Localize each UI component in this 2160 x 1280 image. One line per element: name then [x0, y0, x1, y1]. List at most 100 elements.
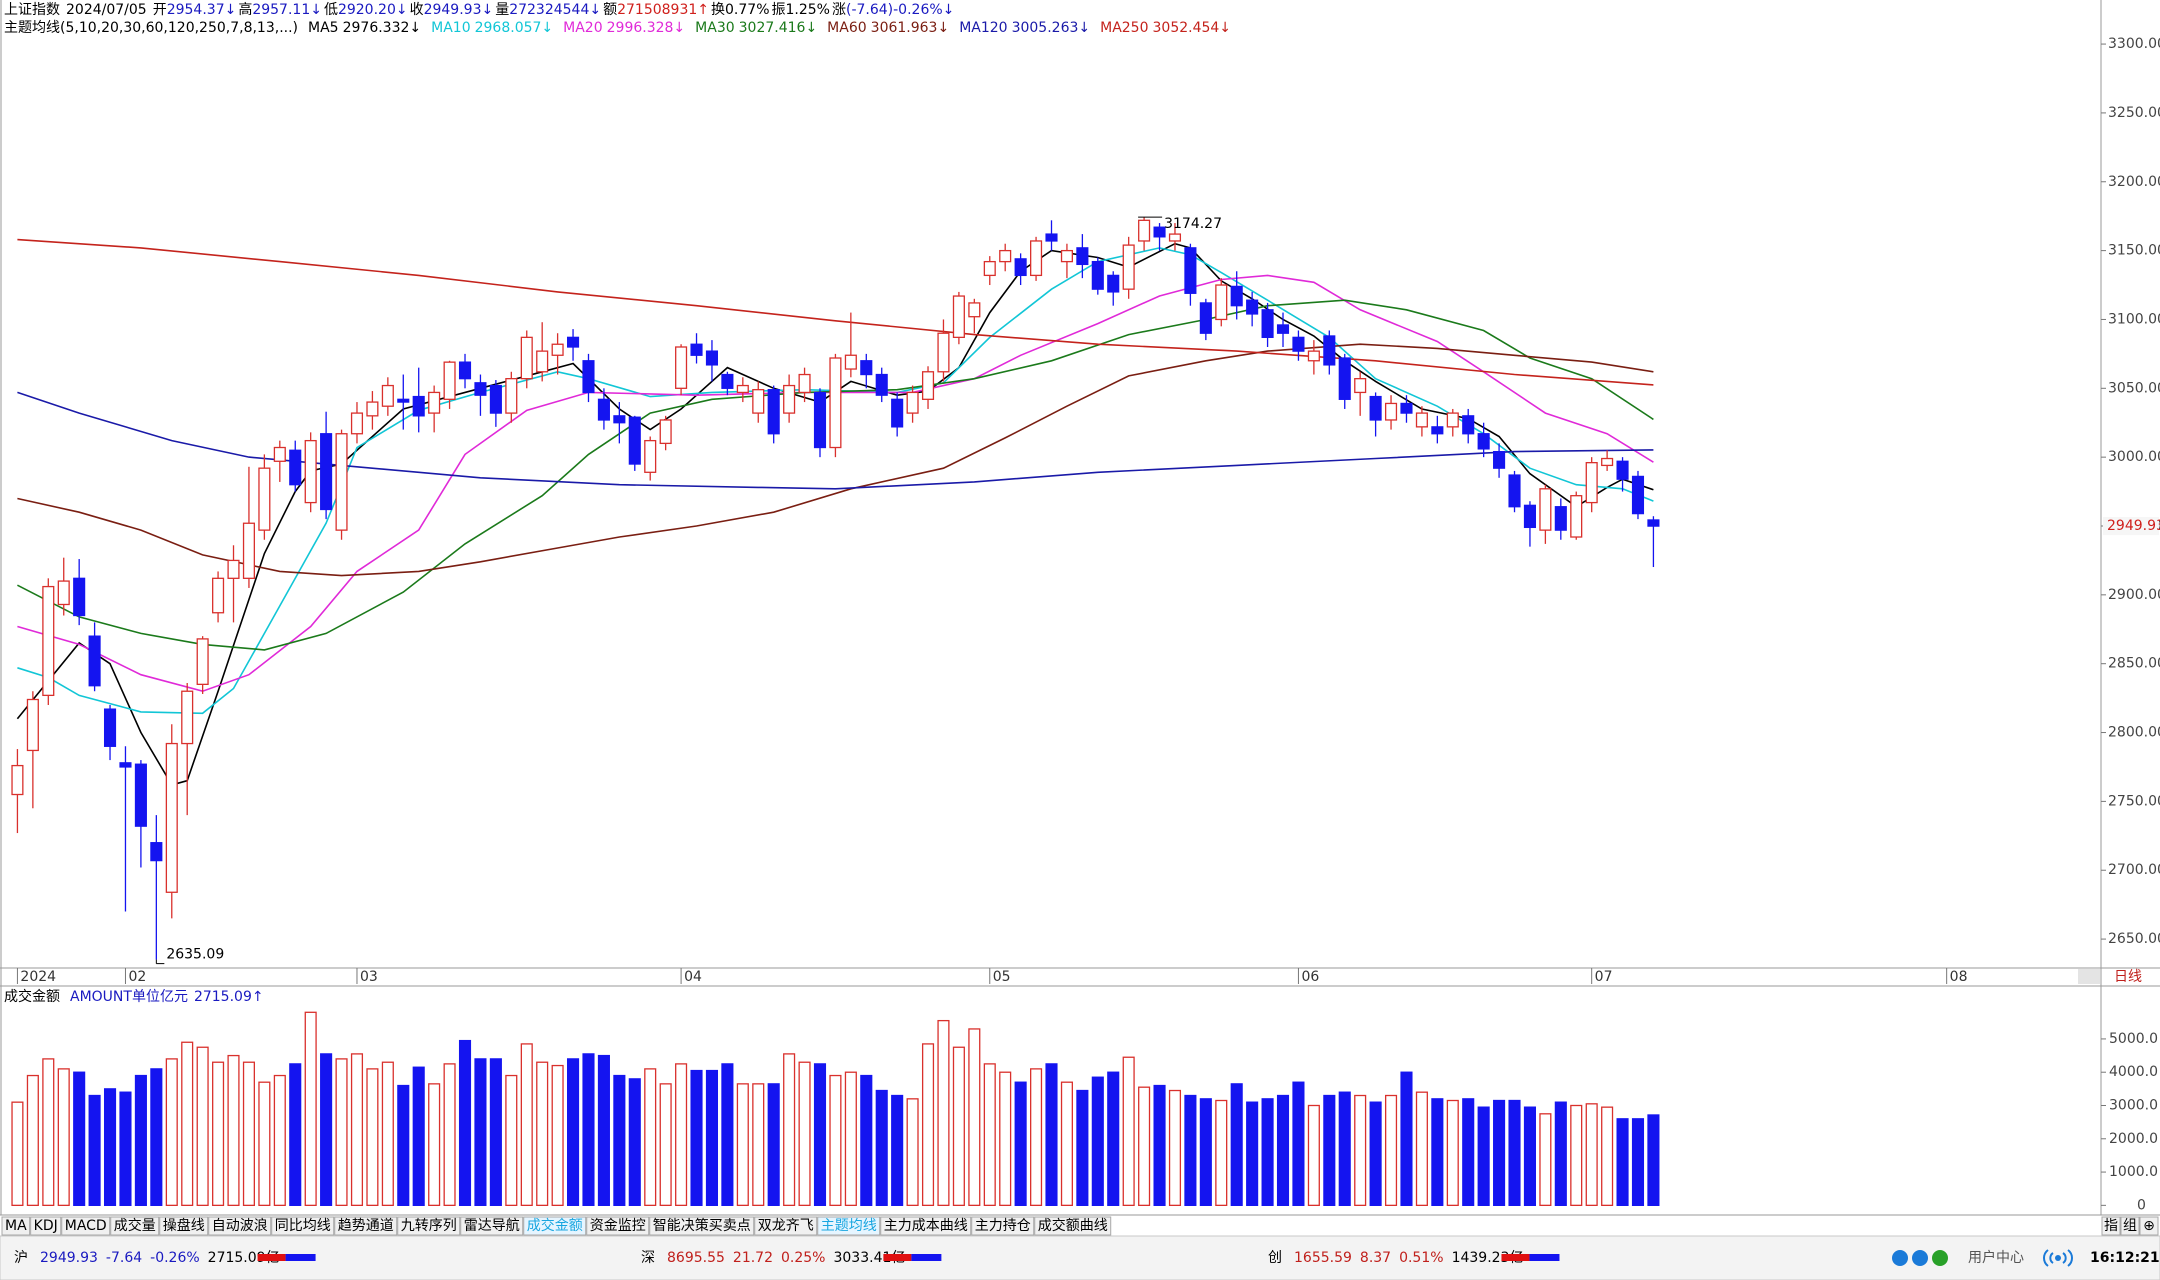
candle-body: [1276, 324, 1290, 334]
tab[interactable]: [460, 1216, 524, 1236]
tab-label[interactable]: 智能决策买卖点: [653, 1217, 751, 1234]
legend-value: 2968.057↓: [475, 20, 554, 36]
tab-label[interactable]: 自动波浪: [212, 1218, 268, 1234]
tab-label[interactable]: KDJ: [34, 1218, 58, 1234]
volume-bar: [829, 1074, 842, 1206]
volume-bar: [304, 1011, 317, 1206]
volume-tick-label: 0: [2137, 1197, 2146, 1213]
volume-bar: [1477, 1106, 1490, 1206]
candle-body: [767, 389, 780, 435]
tab-label[interactable]: 主题均线: [821, 1218, 877, 1234]
tab-label[interactable]: 成交额曲线: [1038, 1217, 1108, 1234]
status-icon[interactable]: [1932, 1250, 1948, 1266]
volume-bar: [474, 1058, 487, 1206]
ma-title: 主题均线(5,10,20,30,60,120,250,7,8,13,...): [4, 20, 298, 36]
tab[interactable]: [159, 1216, 209, 1236]
quote-value: 2920.20↓: [338, 2, 408, 18]
market-change: 21.72: [733, 1250, 773, 1266]
tab[interactable]: [30, 1216, 62, 1236]
volume-bar: [675, 1063, 688, 1206]
volume-bar: [1369, 1101, 1382, 1206]
volume-bar: [1338, 1091, 1351, 1206]
market-quote: 深 8695.55 21.72 0.25% 3033.41亿: [641, 1250, 905, 1266]
candle-body: [1415, 412, 1428, 428]
ma-line: [17, 391, 1654, 490]
market-price: 2949.93: [40, 1250, 98, 1266]
candle-body: [1570, 495, 1583, 538]
quote-value: 2957.11↓: [252, 2, 322, 18]
clock: 16:12:21: [2090, 1250, 2160, 1266]
tab[interactable]: [61, 1216, 111, 1236]
tab-tool-label[interactable]: 指: [2104, 1218, 2118, 1234]
tab[interactable]: [817, 1216, 881, 1236]
tab[interactable]: [1034, 1216, 1112, 1236]
candle-body: [551, 343, 564, 356]
tab[interactable]: [110, 1216, 160, 1236]
volume-bar: [1276, 1094, 1290, 1206]
legend-value: 3027.416↓: [739, 20, 818, 36]
tab-label[interactable]: 操盘线: [163, 1217, 205, 1234]
candle-body: [1122, 244, 1135, 290]
ma-legend: 主题均线(5,10,20,30,60,120,250,7,8,13,...) MA…: [4, 20, 1231, 36]
tab-label[interactable]: 同比均线: [275, 1218, 331, 1234]
volume-bar: [1076, 1089, 1089, 1206]
tab-label[interactable]: 主力成本曲线: [884, 1218, 968, 1234]
volume-bar: [721, 1063, 734, 1206]
tab[interactable]: [880, 1216, 972, 1236]
tab[interactable]: [1, 1216, 31, 1236]
volume-bar: [520, 1043, 533, 1206]
volume-bar: [428, 1083, 441, 1206]
market-name: 深: [641, 1250, 655, 1266]
market-price: 1655.59: [1294, 1250, 1352, 1266]
tab-label[interactable]: 资金监控: [590, 1218, 646, 1234]
tab-tool-label[interactable]: 组: [2123, 1218, 2137, 1234]
tab-label[interactable]: MA: [5, 1218, 27, 1234]
tab-label[interactable]: 双龙齐飞: [758, 1218, 814, 1234]
volume-title: 成交金额: [4, 988, 60, 1005]
tab-tool-label[interactable]: ⊕: [2143, 1218, 2155, 1234]
tab-tool[interactable]: [2101, 1216, 2121, 1236]
tab[interactable]: [754, 1216, 818, 1236]
tab-label[interactable]: 趋势通道: [338, 1218, 394, 1234]
status-icon[interactable]: [1912, 1250, 1928, 1266]
tab-tool[interactable]: [2139, 1216, 2159, 1236]
market-pct: -0.26%: [150, 1250, 200, 1266]
candle-body: [273, 446, 286, 462]
tab[interactable]: [334, 1216, 398, 1236]
tab[interactable]: [397, 1216, 461, 1236]
tab[interactable]: [971, 1216, 1035, 1236]
candle-body: [73, 577, 86, 617]
tab-label[interactable]: 九转序列: [401, 1218, 457, 1234]
candle-body: [875, 373, 888, 396]
tab-label[interactable]: 主力持仓: [975, 1218, 1031, 1234]
scroll-box: [2078, 969, 2100, 984]
tab-tool[interactable]: [2120, 1216, 2140, 1236]
volume-bar: [1647, 1114, 1660, 1206]
volume-bar: [489, 1058, 502, 1206]
status-icon[interactable]: [1892, 1250, 1908, 1266]
candle-body: [196, 638, 209, 685]
candle-body: [1261, 309, 1274, 339]
candle-body: [675, 346, 688, 389]
volume-bar: [320, 1053, 333, 1206]
tab[interactable]: [523, 1216, 587, 1236]
candle-body: [212, 577, 225, 614]
legend-name: MA60: [827, 20, 866, 36]
x-tick-label: 06: [1301, 969, 1319, 985]
low-label: 2635.09: [166, 947, 224, 963]
volume-bar: [103, 1088, 117, 1206]
tab[interactable]: [208, 1216, 272, 1236]
tab-label[interactable]: 成交金额: [527, 1217, 583, 1234]
tab[interactable]: [586, 1216, 650, 1236]
volume-bar: [73, 1071, 86, 1206]
tab[interactable]: [271, 1216, 335, 1236]
tab-label[interactable]: MACD: [65, 1218, 107, 1234]
user-center[interactable]: 用户中心: [1968, 1249, 2024, 1266]
tab-label[interactable]: 雷达导航: [464, 1218, 520, 1234]
volume-bar: [57, 1068, 70, 1206]
tab[interactable]: [649, 1216, 755, 1236]
ratio-bar-up: [883, 1254, 912, 1261]
quote-value: 272324544↓: [509, 2, 601, 18]
quote-label: 低: [324, 2, 338, 18]
tab-label[interactable]: 成交量: [114, 1217, 156, 1234]
